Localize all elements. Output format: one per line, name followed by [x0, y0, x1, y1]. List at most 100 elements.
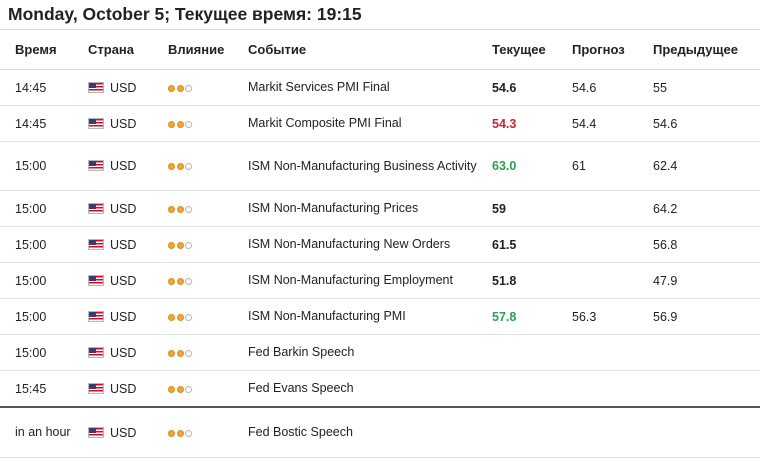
impact-dot-empty-icon: [185, 241, 192, 249]
us-flag-icon: [88, 202, 104, 214]
impact-dot-filled-icon: [176, 385, 184, 393]
event-name[interactable]: ISM Non-Manufacturing Business Activity: [248, 141, 492, 191]
event-row[interactable]: 15:00 USD ISM Non-Manufacturing Business A…: [0, 141, 760, 191]
us-flag-icon: [88, 160, 104, 171]
event-forecast: [572, 262, 653, 299]
us-flag-icon: [88, 310, 104, 322]
event-time: 15:45: [0, 370, 86, 408]
currency-label: USD: [110, 309, 137, 324]
currency-label: USD: [110, 273, 137, 288]
event-previous: [653, 370, 760, 408]
impact-dot-filled-icon: [168, 241, 175, 249]
event-forecast: [572, 190, 653, 227]
event-row[interactable]: in an hour USD Fed Bostic Speech: [0, 406, 760, 458]
event-country: USD: [86, 190, 168, 227]
event-name[interactable]: ISM Non-Manufacturing New Orders: [248, 226, 492, 263]
impact-dot-filled-icon: [168, 163, 175, 171]
event-forecast: [572, 370, 653, 408]
event-name[interactable]: ISM Non-Manufacturing Prices: [248, 190, 492, 227]
column-header-event[interactable]: Событие: [248, 30, 492, 70]
event-row[interactable]: 14:45 USD Markit Composite PMI Final 54.3 54…: [0, 105, 760, 142]
event-forecast: [572, 226, 653, 263]
impact-dot-filled-icon: [168, 349, 175, 357]
impact-dot-filled-icon: [176, 349, 184, 357]
event-row[interactable]: 15:00 USD ISM Non-Manufacturing New Orders…: [0, 226, 760, 263]
event-impact: [168, 370, 248, 408]
event-previous: 54.6: [653, 105, 760, 142]
event-impact: [168, 262, 248, 299]
column-header-country[interactable]: Страна: [86, 30, 168, 70]
impact-dot-filled-icon: [176, 277, 184, 285]
event-previous: 64.2: [653, 190, 760, 227]
event-forecast: 61: [572, 141, 653, 191]
event-country: USD: [86, 226, 168, 263]
currency-label: USD: [110, 345, 137, 360]
event-name[interactable]: Fed Evans Speech: [248, 370, 492, 408]
event-previous: 55: [653, 69, 760, 106]
event-actual: 54.3: [492, 105, 572, 142]
event-row[interactable]: 15:00 USD Fed Barkin Speech: [0, 334, 760, 371]
event-country: USD: [86, 298, 168, 335]
column-header-actual[interactable]: Текущее: [492, 30, 572, 70]
impact-dot-empty-icon: [185, 429, 192, 437]
event-time: 14:45: [0, 105, 86, 142]
event-impact: [168, 334, 248, 371]
event-impact: [168, 406, 248, 458]
event-name[interactable]: ISM Non-Manufacturing PMI: [248, 298, 492, 335]
impact-dot-filled-icon: [168, 205, 175, 213]
impact-dot-empty-icon: [185, 120, 192, 128]
us-flag-icon: [88, 382, 104, 394]
event-actual: 54.6: [492, 69, 572, 106]
us-flag-icon: [88, 81, 104, 93]
column-header-time[interactable]: Время: [0, 30, 86, 70]
currency-label: USD: [110, 159, 137, 173]
event-row[interactable]: 15:00 USD ISM Non-Manufacturing Employment…: [0, 262, 760, 299]
impact-dot-filled-icon: [168, 277, 175, 285]
currency-label: USD: [110, 80, 137, 95]
event-time: 15:00: [0, 190, 86, 227]
event-previous: 62.4: [653, 141, 760, 191]
event-time: 15:00: [0, 141, 86, 191]
event-actual: [492, 406, 572, 458]
event-impact: [168, 298, 248, 335]
event-name[interactable]: Fed Bostic Speech: [248, 406, 492, 458]
currency-label: USD: [110, 237, 137, 252]
event-country: USD: [86, 334, 168, 371]
event-actual: [492, 370, 572, 408]
event-name[interactable]: Markit Services PMI Final: [248, 69, 492, 106]
event-row[interactable]: 15:45 USD Fed Evans Speech: [0, 370, 760, 408]
column-header-forecast[interactable]: Прогноз: [572, 30, 653, 70]
event-time: 15:00: [0, 226, 86, 263]
currency-label: USD: [110, 425, 137, 440]
event-row[interactable]: 15:00 USD ISM Non-Manufacturing PMI 57.8 56.…: [0, 298, 760, 335]
event-row[interactable]: 14:45 USD Markit Services PMI Final 54.6 54.…: [0, 69, 760, 106]
event-actual: 51.8: [492, 262, 572, 299]
impact-dot-empty-icon: [185, 205, 192, 213]
event-forecast: [572, 334, 653, 371]
impact-dot-filled-icon: [176, 120, 184, 128]
event-name[interactable]: Markit Composite PMI Final: [248, 105, 492, 142]
event-impact: [168, 141, 248, 191]
event-name[interactable]: Fed Barkin Speech: [248, 334, 492, 371]
event-forecast: 54.6: [572, 69, 653, 106]
event-impact: [168, 69, 248, 106]
page-title: Monday, October 5; Текущее время: 19:15: [0, 0, 760, 30]
event-impact: [168, 190, 248, 227]
event-country: USD: [86, 105, 168, 142]
event-name[interactable]: ISM Non-Manufacturing Employment: [248, 262, 492, 299]
impact-dot-filled-icon: [176, 429, 184, 437]
event-previous: [653, 406, 760, 458]
impact-dot-filled-icon: [176, 241, 184, 249]
impact-dot-filled-icon: [176, 205, 184, 213]
event-row[interactable]: 15:00 USD ISM Non-Manufacturing Prices 59 64…: [0, 190, 760, 227]
impact-dot-empty-icon: [185, 84, 192, 92]
economic-calendar-table: Время Страна Влияние Событие Текущее Про…: [0, 30, 760, 458]
impact-dot-filled-icon: [176, 84, 184, 92]
impact-dot-empty-icon: [185, 385, 192, 393]
event-forecast: 56.3: [572, 298, 653, 335]
currency-label: USD: [110, 116, 137, 131]
column-header-impact[interactable]: Влияние: [168, 30, 248, 70]
event-time: 15:00: [0, 262, 86, 299]
column-header-previous[interactable]: Предыдущее: [653, 30, 760, 70]
us-flag-icon: [88, 274, 104, 286]
